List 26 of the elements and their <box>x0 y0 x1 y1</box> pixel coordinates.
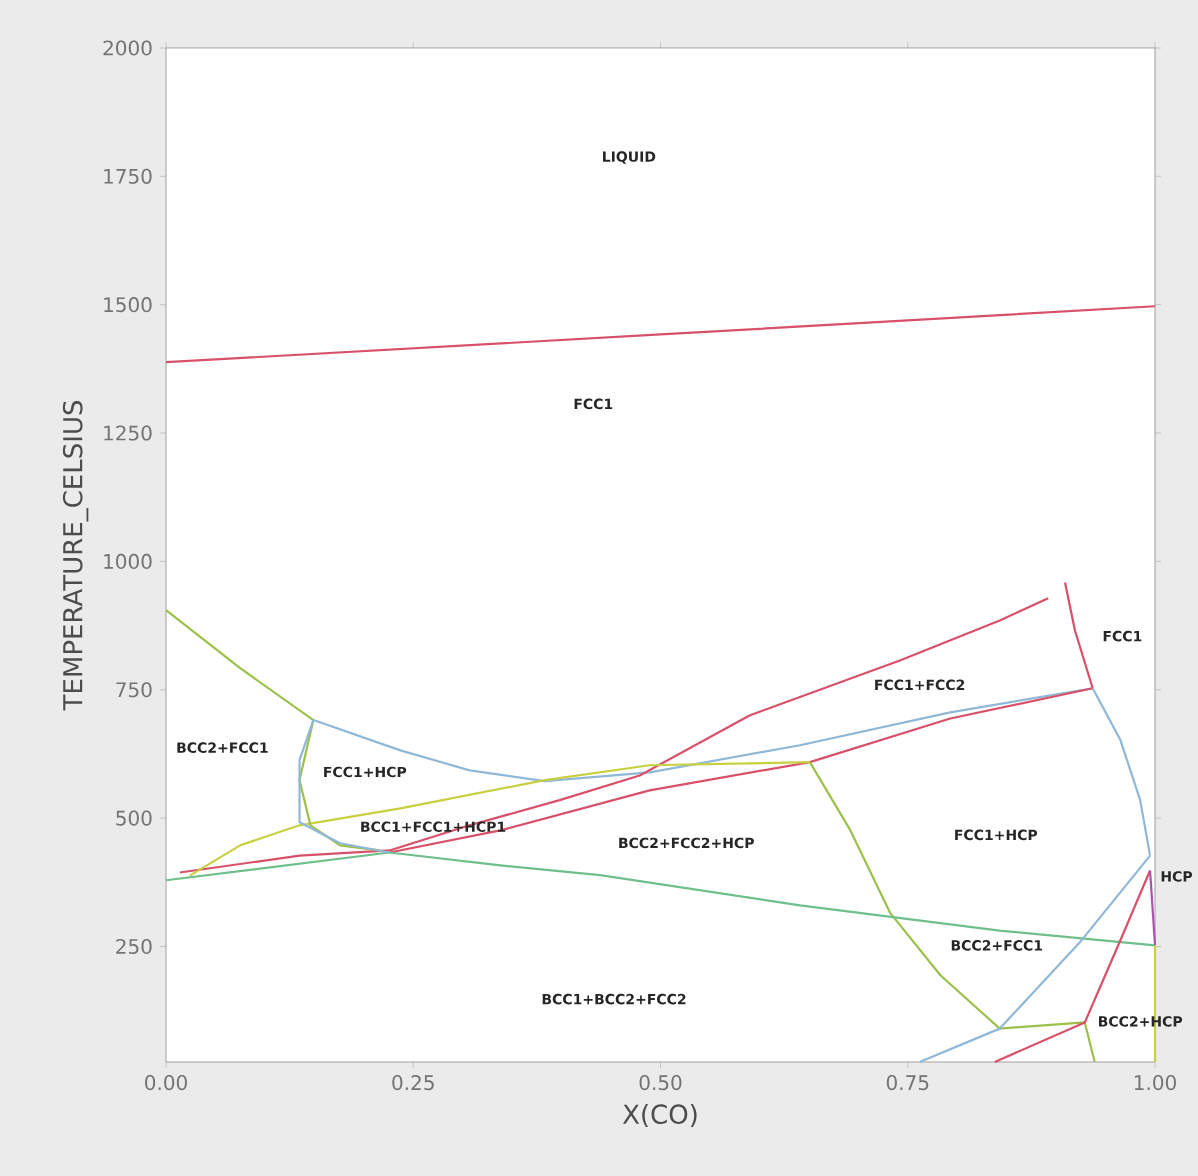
y-tick-label: 500 <box>116 810 152 826</box>
x-tick-label: 0.25 <box>392 1075 434 1091</box>
x-tick-label: 1.00 <box>1134 1075 1176 1091</box>
annotation: FCC1+HCP <box>955 829 1038 841</box>
annotation: LIQUID <box>603 151 656 164</box>
y-axis-title: TEMPERATURE_CELSIUS <box>62 400 89 711</box>
annotation: FCC1+HCP <box>324 766 407 778</box>
y-tick-label: 1750 <box>104 168 152 184</box>
annotation: BCC2+FCC1 <box>951 940 1043 951</box>
annotation: FCC1+FCC2 <box>875 679 965 691</box>
text: HCP <box>1161 871 1193 882</box>
y-tick-label: 1000 <box>104 553 152 569</box>
y-tick-label: 2000 <box>103 40 152 56</box>
y-tick-label: 750 <box>116 682 152 698</box>
annotation: BCC1+BCC2+FCC2 <box>542 993 686 1005</box>
y-tick-label: 1250 <box>104 425 152 441</box>
x-tick-label: 0.75 <box>886 1075 929 1091</box>
x-tick-label: 0.00 <box>145 1075 187 1091</box>
x-axis-title: X(CO) <box>622 1103 697 1128</box>
x-tick-label: 0.50 <box>639 1075 682 1091</box>
annotation: FCC1 <box>1103 630 1142 642</box>
y-tick-label: 1500 <box>104 297 152 313</box>
y-tick-label: 250 <box>116 938 152 955</box>
annotation: BCC2+FCC2+HCP <box>619 837 754 849</box>
annotation: FCC1 <box>574 398 613 410</box>
annotation: BCC2+FCC1 <box>177 742 268 753</box>
